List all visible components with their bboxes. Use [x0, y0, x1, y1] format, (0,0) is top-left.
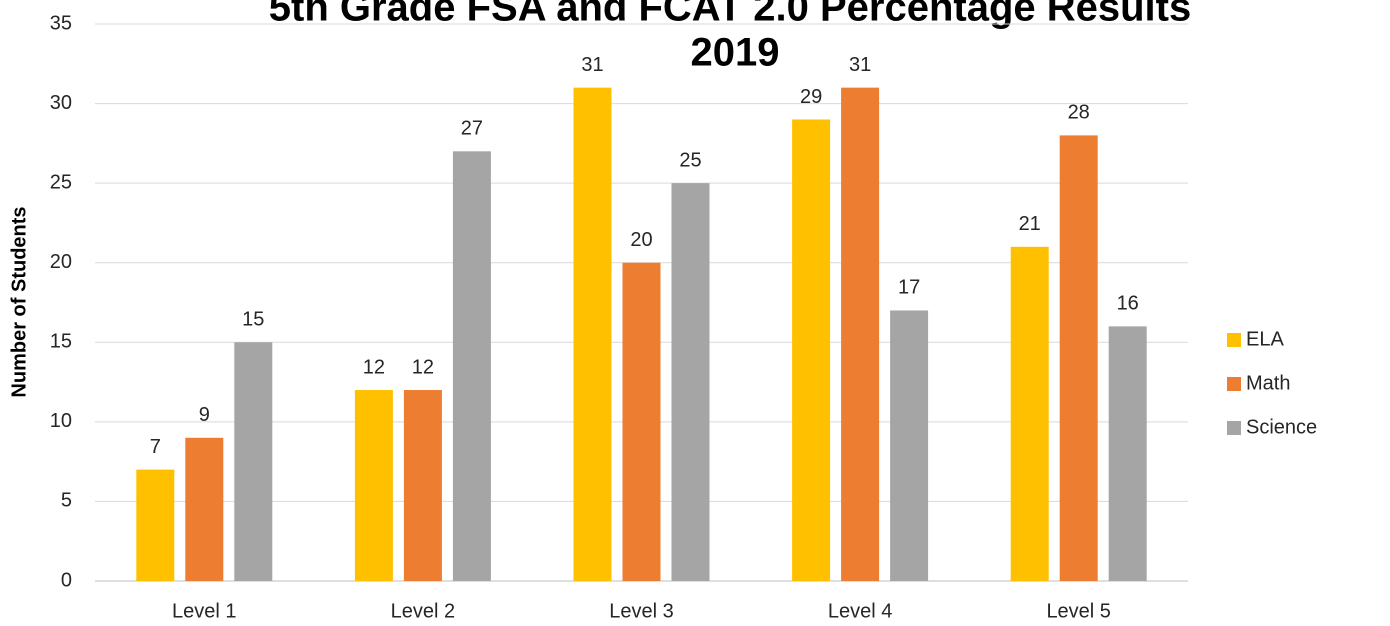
bar: [1059, 135, 1098, 581]
bar: [452, 151, 491, 582]
bar: [1108, 326, 1147, 581]
legend-label: Math: [1246, 372, 1290, 394]
data-label: 31: [581, 54, 603, 76]
y-tick-label: 0: [61, 569, 72, 591]
legend-swatch: [1227, 377, 1241, 391]
data-label: 20: [630, 229, 652, 251]
bar: [792, 119, 831, 581]
bar: [622, 262, 661, 581]
legend-swatch: [1227, 333, 1241, 347]
bar: [841, 87, 880, 582]
y-tick-label: 20: [50, 251, 72, 273]
legend-label: ELA: [1246, 328, 1284, 350]
bar: [1010, 246, 1049, 582]
chart-title: 5th Grade FSA and FCAT 2.0 Percentage Re…: [269, 0, 1191, 30]
x-tick-label: Level 2: [391, 600, 456, 622]
y-tick-label: 15: [50, 331, 72, 353]
bar: [234, 342, 273, 581]
data-label: 29: [800, 86, 822, 108]
data-label: 16: [1117, 293, 1139, 315]
bar: [573, 87, 612, 582]
bar: [354, 390, 393, 581]
bar: [185, 437, 224, 581]
data-label: 15: [242, 309, 264, 331]
x-tick-label: Level 5: [1046, 600, 1111, 622]
bar: [403, 390, 442, 581]
data-label: 7: [150, 436, 161, 458]
y-tick-label: 5: [61, 490, 72, 512]
y-tick-label: 10: [50, 410, 72, 432]
data-label: 31: [849, 54, 871, 76]
x-tick-label: Level 1: [172, 600, 237, 622]
x-tick-label: Level 3: [609, 600, 674, 622]
bar: [890, 310, 929, 581]
data-label: 28: [1068, 102, 1090, 124]
data-label: 25: [679, 149, 701, 171]
bar: [671, 183, 710, 581]
data-label: 21: [1019, 213, 1041, 235]
data-label: 17: [898, 277, 920, 299]
y-tick-label: 30: [50, 92, 72, 114]
y-tick-label: 25: [50, 171, 72, 193]
data-label: 27: [461, 118, 483, 140]
data-label: 12: [363, 356, 385, 378]
data-label: 9: [199, 404, 210, 426]
legend-label: Science: [1246, 416, 1317, 438]
bar: [136, 469, 175, 581]
chart-title: 2019: [691, 31, 780, 75]
y-tick-label: 35: [50, 12, 72, 34]
y-axis-label: Number of Students: [8, 206, 30, 397]
legend-swatch: [1227, 421, 1241, 435]
data-label: 12: [412, 356, 434, 378]
x-tick-label: Level 4: [828, 600, 893, 622]
